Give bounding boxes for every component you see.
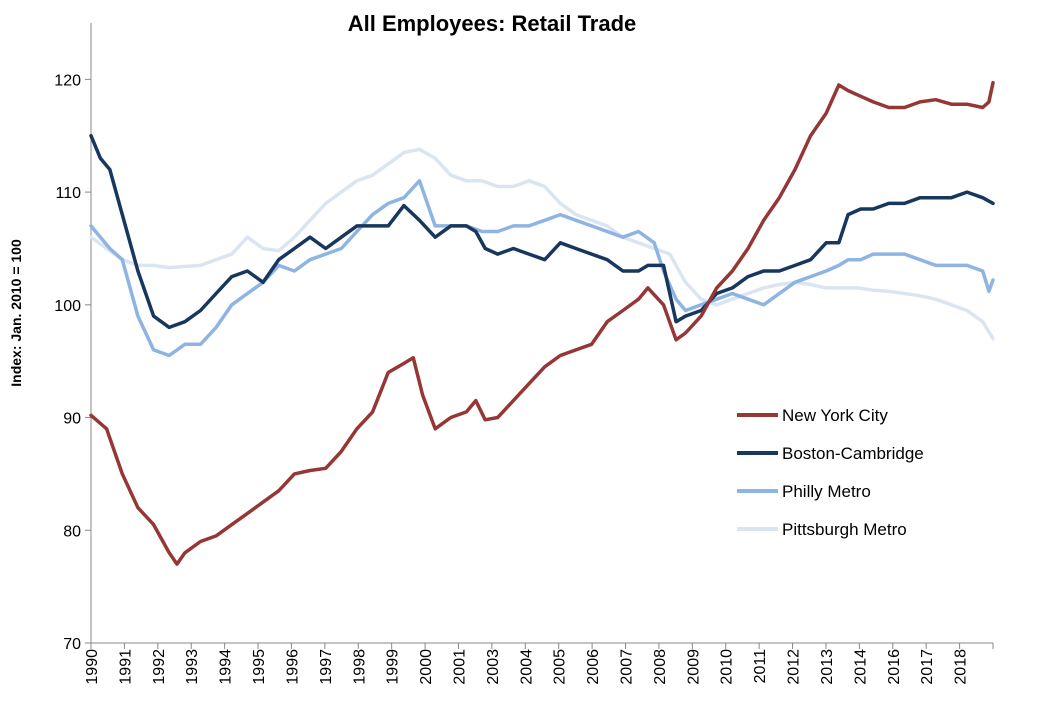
x-tick-label: 2016: [886, 649, 903, 685]
legend-label: Philly Metro: [782, 482, 871, 501]
x-tick-label: 2009: [685, 649, 702, 685]
y-ticks: 70 80 90 100 110 120: [54, 72, 91, 653]
x-tick-label: 2012: [786, 649, 803, 685]
legend-label: New York City: [782, 406, 888, 425]
y-tick-label: 120: [54, 72, 81, 89]
chart-title: All Employees: Retail Trade: [348, 11, 637, 36]
x-tick-label: 2007: [619, 649, 636, 685]
legend-label: Boston-Cambridge: [782, 444, 924, 463]
y-tick-label: 70: [63, 636, 81, 653]
x-tick-label: 1996: [284, 649, 301, 685]
y-tick-label: 100: [54, 298, 81, 315]
x-tick-label: 2011: [752, 649, 769, 684]
x-tick-label: 2006: [585, 649, 602, 685]
x-tick-label: 2008: [652, 649, 669, 685]
x-tick-label: 1998: [351, 649, 368, 685]
y-tick-label: 90: [63, 411, 81, 428]
legend: New York City Boston-Cambridge Philly Metr…: [737, 406, 924, 539]
x-tick-label: 2010: [719, 649, 736, 685]
series-line-philly-metro: [89, 179, 995, 358]
y-tick-label: 80: [63, 523, 81, 540]
x-tick-label: 1990: [84, 649, 101, 685]
x-tick-label: 2018: [953, 649, 970, 685]
series-lines: [89, 80, 995, 566]
x-tick-label: 1991: [117, 649, 134, 685]
x-tick-label: 2001: [451, 649, 468, 685]
y-tick-label: 110: [55, 185, 81, 202]
series-line-boston-cambridge: [89, 133, 995, 330]
x-tick-label: 1994: [218, 649, 235, 685]
x-tick-label: 1993: [184, 649, 201, 685]
x-tick-label: 2005: [552, 649, 569, 685]
x-tick-label: 2013: [819, 649, 836, 685]
x-ticks: 1990 1991 1992 1993 1994 1995 1996 1997 1998 1999…: [84, 643, 994, 685]
series-line-pittsburgh-metro: [89, 147, 995, 341]
x-tick-label: 1995: [251, 649, 268, 685]
x-tick-label: 1997: [318, 649, 335, 685]
series-line-new-york-city: [89, 80, 995, 566]
x-tick-label: 2004: [518, 649, 535, 685]
x-tick-label: 2014: [852, 649, 869, 685]
y-axis-label: Index: Jan. 2010 = 100: [8, 239, 24, 387]
x-tick-label: 2000: [418, 649, 435, 685]
x-tick-label: 1999: [385, 649, 402, 685]
legend-label: Pittsburgh Metro: [782, 520, 907, 539]
x-tick-label: 2003: [485, 649, 502, 685]
axes: [90, 23, 993, 644]
x-tick-label: 2017: [919, 649, 936, 685]
x-tick-label: 1992: [151, 649, 168, 685]
